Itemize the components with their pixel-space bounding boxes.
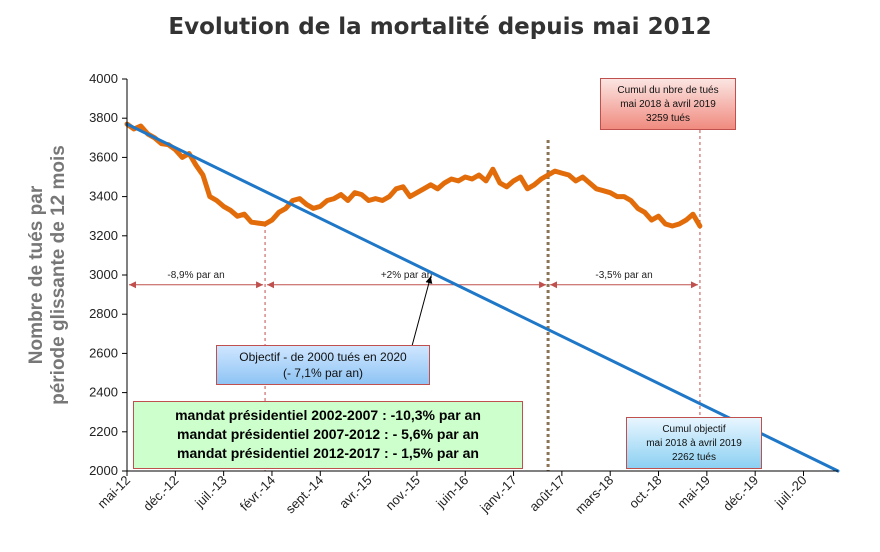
x-tick-label: mai-12: [94, 473, 133, 512]
y-tick-label: 3000: [89, 267, 118, 282]
cumul-line-1: Cumul du nbre de tués: [617, 85, 719, 96]
chart-title: Evolution de la mortalité depuis mai 201…: [168, 14, 712, 40]
annotation-leaders: [411, 276, 433, 347]
period-arrow-label: +2% par an: [381, 270, 432, 281]
mandat-line-1: mandat présidentiel 2002-2007 : -10,3% p…: [175, 407, 481, 423]
y-tick-label: 2000: [89, 463, 118, 478]
x-tick-label: juil.-20: [771, 473, 809, 511]
y-axis-label-line-2: période glissante de 12 mois: [48, 145, 69, 405]
x-tick-label: nov.-15: [382, 473, 423, 514]
y-tick-label: 3400: [89, 189, 118, 204]
period-arrows: -8,9% par an +2% par an -3,5% par an: [129, 270, 698, 289]
x-tick-label: sept.-14: [283, 473, 327, 517]
x-tick-label: mai-19: [674, 473, 713, 512]
period-arrow-label: -3,5% par an: [595, 270, 652, 281]
x-tick-label: mars-18: [572, 473, 616, 517]
objective-annotation-box: Objectif - de 2000 tués en 2020 (- 7,1% …: [216, 345, 430, 385]
y-axis-label: Nombre de tués par période glissante de …: [26, 105, 70, 445]
cumul-objectif-line-3: 2262 tués: [672, 452, 716, 463]
cumul-line-2: mai 2018 à avril 2019: [620, 99, 716, 110]
x-tick-label: août-17: [526, 473, 568, 515]
y-tick-label: 3800: [89, 110, 118, 125]
x-tick-label: oct.-18: [626, 473, 665, 512]
x-tick-label: avr.-15: [336, 473, 375, 512]
y-tick-label: 4000: [89, 71, 118, 86]
x-tick-label: déc.-12: [140, 473, 181, 514]
cumul-objectif-annotation-box: Cumul objectif mai 2018 à avril 2019 226…: [626, 417, 762, 469]
cumul-objectif-line-2: mai 2018 à avril 2019: [646, 438, 742, 449]
cumul-objectif-line-1: Cumul objectif: [662, 424, 726, 435]
mandat-line-2: mandat présidentiel 2007-2012 : - 5,6% p…: [177, 426, 479, 442]
mandats-annotation-box: mandat présidentiel 2002-2007 : -10,3% p…: [133, 401, 523, 469]
mortality-series-line: [124, 121, 703, 229]
x-tick-label: févr.-14: [237, 473, 278, 514]
mandat-line-3: mandat présidentiel 2012-2017 : - 1,5% p…: [177, 445, 479, 461]
x-tick-label: juil.-13: [191, 473, 229, 511]
objective-line-2: (- 7,1% par an): [282, 366, 364, 380]
x-tick-label: juin-16: [432, 473, 471, 512]
objective-series-line: [125, 122, 840, 473]
y-tick-label: 2200: [89, 424, 118, 439]
cumul-line-3: 3259 tués: [646, 113, 690, 124]
period-arrow-label: -8,9% par an: [167, 270, 224, 281]
y-tick-label: 2600: [89, 345, 118, 360]
y-tick-label: 3200: [89, 228, 118, 243]
plot-series: [124, 121, 840, 473]
objective-line-1: Objectif - de 2000 tués en 2020: [239, 350, 407, 364]
y-tick-label: 2800: [89, 306, 118, 321]
y-axis-label-line-1: Nombre de tués par: [26, 185, 47, 365]
objective-leader-arrow: [411, 276, 433, 347]
x-tick-label: janv.-17: [476, 473, 519, 516]
y-tick-label: 2400: [89, 385, 118, 400]
x-tick-label: déc.-19: [720, 473, 761, 514]
cumul-annotation-box: Cumul du nbre de tués mai 2018 à avril 2…: [600, 78, 736, 130]
y-tick-label: 3600: [89, 149, 118, 164]
